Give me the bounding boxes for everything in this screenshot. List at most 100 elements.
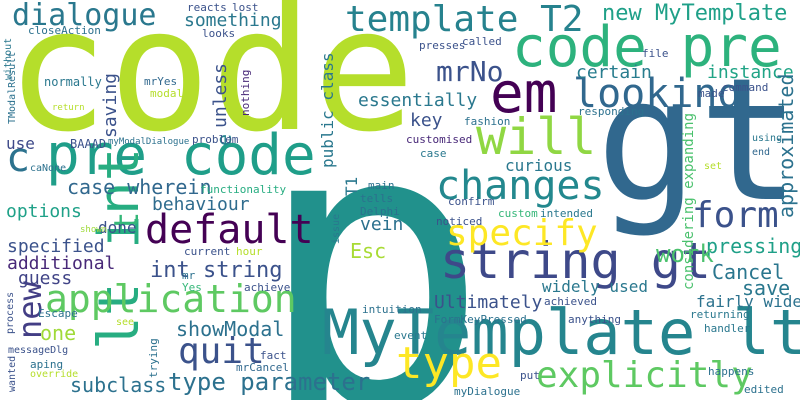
- word-intended: intended: [540, 207, 593, 220]
- word-mr: mr: [182, 269, 196, 282]
- word-called: called: [462, 35, 502, 48]
- word-lost: lost: [232, 1, 259, 14]
- word-current: current: [184, 245, 231, 258]
- word-will: will: [476, 108, 597, 166]
- word-guess: guess: [18, 268, 73, 289]
- word-int-string: int string: [150, 258, 283, 283]
- word-mrcancel: mrCancel: [236, 361, 289, 374]
- word-fashion: fashion: [464, 115, 511, 128]
- word-set: set: [704, 161, 723, 172]
- word-t1: T1: [342, 176, 361, 196]
- word-widely-used: widely used: [542, 277, 648, 296]
- word-mymodaldialogue: myModalDialogue: [108, 137, 190, 147]
- word-saving: saving: [100, 72, 121, 138]
- word-template-t2: template T2: [345, 0, 584, 40]
- word-approximated: approximated: [774, 73, 798, 219]
- word-confirm: confirm: [448, 195, 495, 208]
- word-em: em: [490, 61, 558, 126]
- word-public-class: public class: [318, 52, 337, 168]
- word-hour: hour: [236, 245, 263, 258]
- word-string-gt: string gt: [440, 232, 711, 290]
- word-options: options: [6, 201, 82, 222]
- word-event: event: [394, 329, 428, 342]
- word-use: use: [6, 134, 35, 153]
- word-noticed: noticed: [436, 215, 483, 228]
- word-file: file: [642, 47, 669, 60]
- word-responding: responding: [578, 105, 645, 118]
- word-one: one: [40, 321, 77, 345]
- word-vein: vein: [360, 214, 404, 235]
- word-dialogue: dialogue: [12, 0, 157, 33]
- word-gt: gt: [596, 42, 800, 240]
- word-returning: returning: [690, 308, 750, 321]
- word-command: command: [722, 81, 769, 94]
- word-intuition: intuition: [362, 303, 422, 316]
- word-key: key: [410, 110, 443, 131]
- word-explicitly: explicitly: [536, 355, 753, 396]
- word-unless: unless: [210, 62, 231, 128]
- word-c: c: [6, 135, 31, 181]
- word-formkeypressed: FormKeyPressed: [434, 313, 527, 326]
- word-subclass: subclass: [70, 373, 167, 397]
- word-functionality: functionality: [200, 183, 287, 196]
- word-quit: quit: [178, 331, 265, 372]
- word-made: made: [698, 87, 725, 100]
- word-looking: looking: [573, 71, 742, 117]
- word-override: override: [30, 369, 79, 380]
- word-canone: caNone: [30, 163, 67, 174]
- word-process: process: [5, 291, 16, 334]
- word-certain: certain: [576, 62, 652, 83]
- word-pressing: pressing: [706, 234, 800, 258]
- word-closeaction: closeAction: [28, 24, 101, 37]
- word-type: type: [396, 338, 502, 389]
- word-save: save: [742, 276, 791, 300]
- word-mrno: mrNo: [436, 55, 504, 88]
- word-case-wherein: case wherein: [67, 175, 212, 199]
- word-issue: issue: [331, 213, 342, 244]
- word-return: return: [52, 103, 85, 113]
- word-something: something: [184, 10, 282, 31]
- word-pre-code: pre code: [46, 123, 316, 188]
- word-new-mytemplate: new MyTemplate: [602, 1, 788, 26]
- word-essentially: essentially: [358, 90, 478, 111]
- word-put: put: [520, 369, 540, 382]
- word-main: main: [368, 179, 395, 192]
- word-messagedlg: messageDlg: [8, 345, 69, 356]
- word-baaad: BAAAD: [70, 137, 107, 151]
- word-specify: specify: [446, 213, 598, 254]
- word-normally: normally: [44, 75, 102, 89]
- word-trying: trying: [147, 338, 160, 378]
- word-done: done: [98, 218, 137, 237]
- word-edited: edited: [744, 383, 784, 396]
- word-handler: handler: [704, 322, 751, 335]
- word-mydialogue: myDialogue: [454, 385, 521, 398]
- word-presses: presses: [419, 39, 466, 52]
- word-considering-expanding: considering expanding: [681, 112, 697, 290]
- word-instance: instance: [707, 62, 794, 83]
- word-anything: anything: [568, 313, 621, 326]
- word-ultimately: Ultimately: [434, 292, 543, 313]
- word-case: case: [420, 147, 447, 160]
- word-reacts: reacts: [187, 1, 227, 14]
- word-code: code: [6, 0, 416, 170]
- word-wanted: wanted: [7, 355, 18, 392]
- word-code-pre: code pre: [512, 15, 782, 80]
- word-fact: fact: [260, 349, 287, 362]
- word-type-parameter: type parameter: [168, 368, 371, 396]
- word-specified: specified: [7, 236, 105, 257]
- word-yes: Yes: [182, 281, 202, 294]
- word-looks: looks: [202, 27, 236, 40]
- word-application: application: [45, 277, 297, 321]
- word-see: see: [116, 317, 135, 328]
- word-achieve: achieve: [244, 281, 291, 294]
- word-modal: modal: [150, 87, 184, 100]
- word-behaviour: behaviour: [152, 194, 250, 215]
- word-escape: Escape: [38, 307, 78, 320]
- word-additional: additional: [7, 253, 116, 274]
- word-end: end: [752, 147, 771, 158]
- word-mytemplate-lt: MyTemplate lt: [322, 296, 800, 369]
- word-aping: aping: [30, 358, 64, 371]
- word-nothing: nothing: [239, 69, 252, 116]
- word-esc: Esc: [350, 239, 387, 263]
